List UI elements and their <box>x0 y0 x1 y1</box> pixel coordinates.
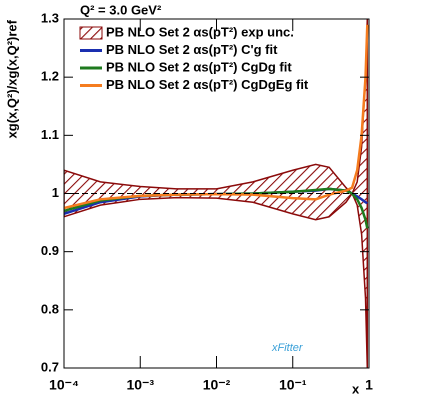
watermark: xFitter <box>271 342 304 354</box>
x-axis-label: x <box>352 381 360 396</box>
y-axis-label: xg(x,Q²)/xg(x,Q²)ref <box>4 19 19 138</box>
legend-swatch <box>79 26 103 40</box>
legend-label: PB NLO Set 2 αs(pT²) exp unc. <box>106 24 294 39</box>
legend-label: PB NLO Set 2 αs(pT²) CgDg fit <box>106 59 292 74</box>
series-line <box>64 24 369 210</box>
y-tick-label: 1 <box>52 185 59 200</box>
x-tick-label: 10⁻⁴ <box>49 377 79 393</box>
y-tick-label: 0.8 <box>41 301 59 316</box>
x-tick-label: 10⁻² <box>203 377 231 393</box>
y-tick-label: 1.1 <box>41 127 59 142</box>
annotation: Q² = 3.0 GeV² <box>80 2 162 17</box>
y-tick-label: 0.7 <box>41 359 59 374</box>
plot-frame <box>63 18 370 369</box>
x-tick-label: 1 <box>365 377 373 393</box>
x-tick-label: 10⁻³ <box>126 377 154 393</box>
y-tick-label: 1.2 <box>41 69 59 84</box>
legend-label: PB NLO Set 2 αs(pT²) CgDgEg fit <box>106 77 309 92</box>
y-tick-label: 0.9 <box>41 243 59 258</box>
x-tick-label: 10⁻¹ <box>279 377 307 393</box>
y-tick-label: 1.3 <box>41 10 59 25</box>
legend-label: PB NLO Set 2 αs(pT²) C'g fit <box>106 42 278 57</box>
